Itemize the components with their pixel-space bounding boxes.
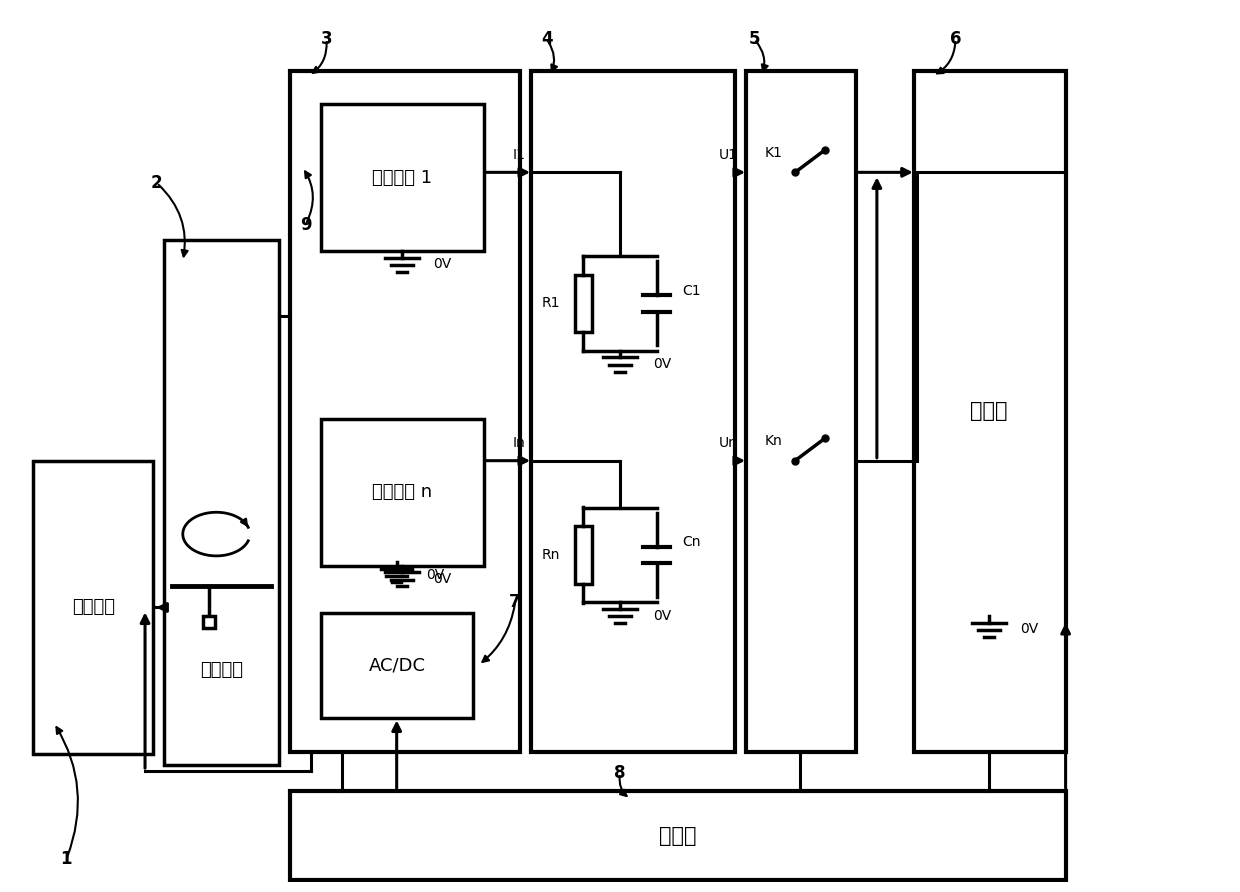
- Text: 0V: 0V: [427, 568, 444, 582]
- Text: U1: U1: [718, 148, 738, 161]
- Bar: [290, 70, 521, 752]
- Text: 0V: 0V: [433, 258, 451, 271]
- Text: 6: 6: [950, 30, 961, 48]
- Bar: [321, 418, 484, 566]
- Bar: [290, 791, 1065, 880]
- Text: 自动转台: 自动转台: [200, 661, 243, 680]
- Bar: [914, 70, 1065, 752]
- Text: AC/DC: AC/DC: [368, 657, 425, 674]
- Text: K1: K1: [765, 145, 782, 160]
- Text: 0V: 0V: [653, 357, 672, 371]
- Text: 7: 7: [510, 593, 521, 611]
- Text: 9: 9: [300, 216, 311, 234]
- Bar: [32, 460, 154, 755]
- Text: C1: C1: [682, 284, 701, 298]
- Text: 计算机: 计算机: [658, 825, 697, 846]
- Text: 3: 3: [321, 30, 332, 48]
- Text: Un: Un: [718, 436, 738, 450]
- Text: 电压表: 电压表: [971, 401, 1008, 421]
- Bar: [575, 275, 591, 332]
- Text: 0V: 0V: [653, 608, 672, 623]
- Text: In: In: [513, 436, 526, 450]
- Text: 0V: 0V: [1021, 623, 1039, 636]
- Text: 5: 5: [749, 30, 760, 48]
- Text: 1: 1: [61, 850, 72, 868]
- Text: I1: I1: [513, 148, 526, 161]
- Bar: [531, 70, 735, 752]
- Bar: [164, 241, 279, 764]
- Bar: [321, 613, 474, 717]
- Text: 加速度计 1: 加速度计 1: [372, 169, 433, 186]
- Text: 4: 4: [541, 30, 552, 48]
- Text: 8: 8: [614, 764, 626, 782]
- Text: Rn: Rn: [542, 548, 560, 562]
- Text: 0V: 0V: [433, 572, 451, 586]
- Bar: [575, 526, 591, 584]
- Text: 2: 2: [151, 174, 162, 192]
- Text: Kn: Kn: [765, 434, 782, 448]
- Bar: [745, 70, 856, 752]
- Text: Cn: Cn: [682, 535, 701, 549]
- Text: R1: R1: [542, 296, 560, 310]
- Text: 加速度计 n: 加速度计 n: [372, 483, 433, 501]
- Bar: [321, 104, 484, 251]
- Text: 隔离地基: 隔离地基: [72, 599, 114, 616]
